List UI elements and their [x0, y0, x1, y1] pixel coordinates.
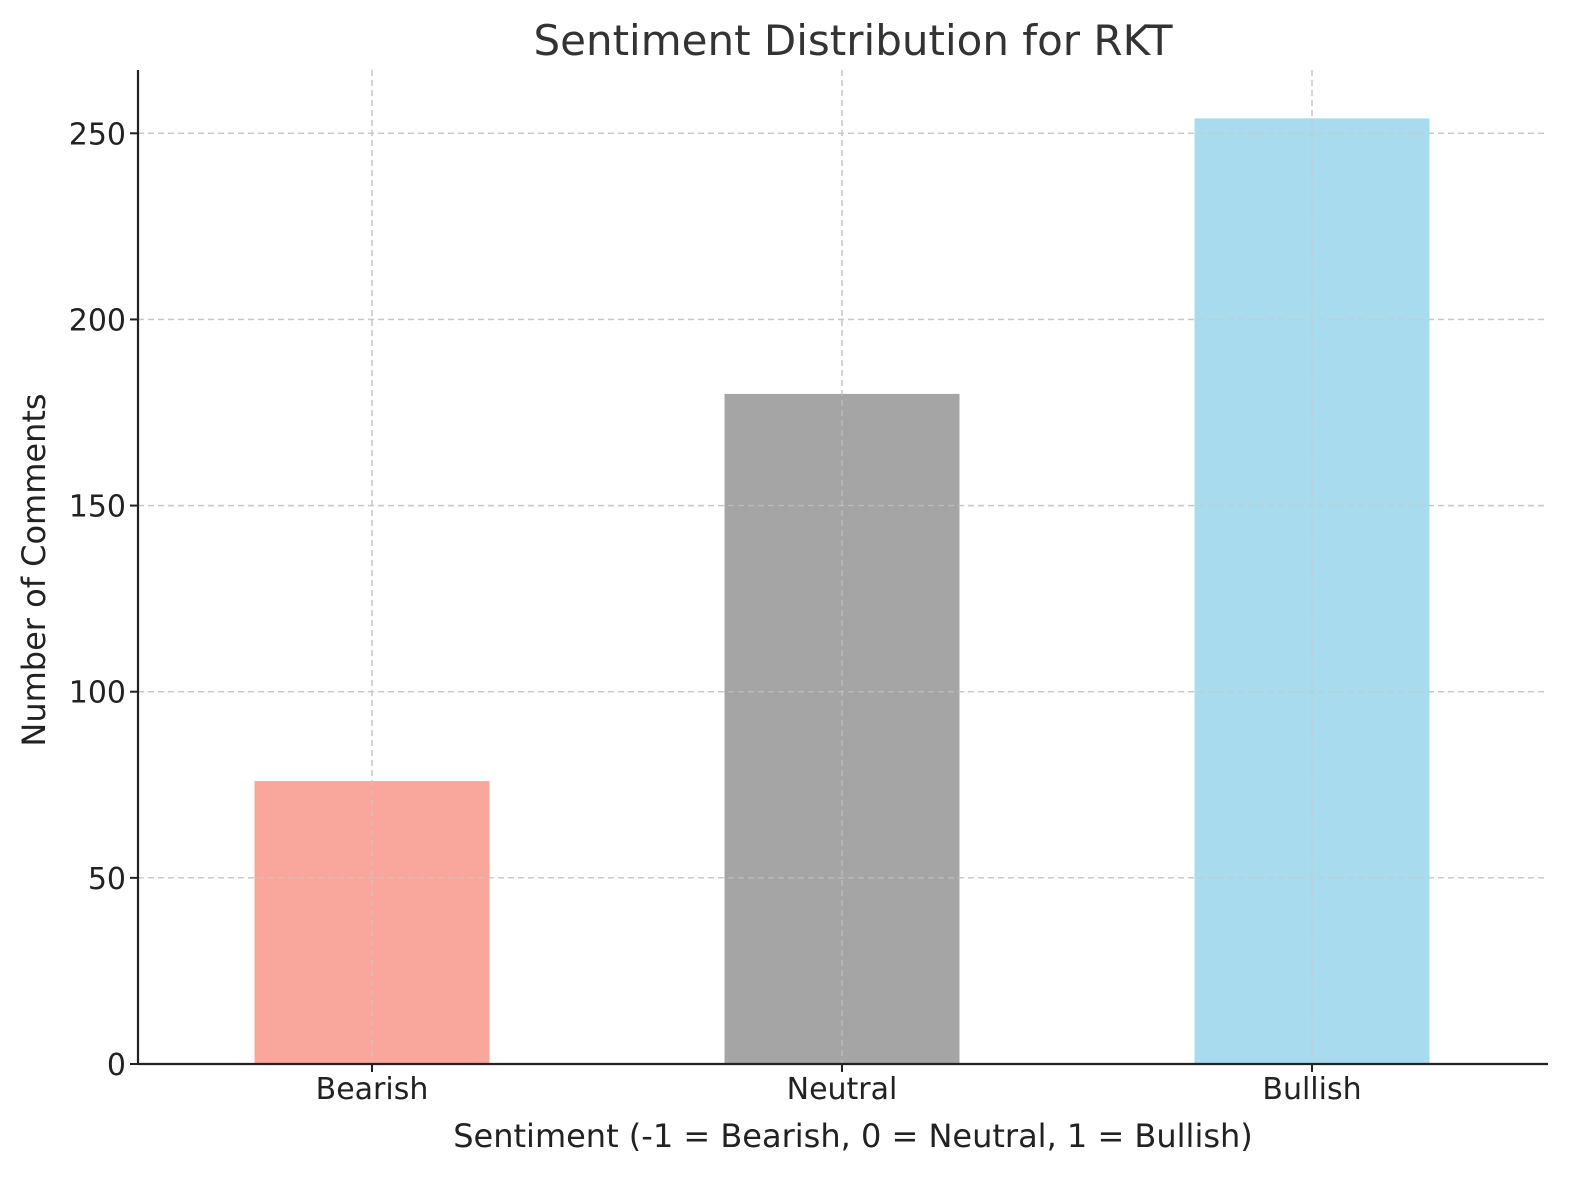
y-tick-label-100: 100 — [69, 676, 126, 711]
y-tick-label-150: 150 — [69, 490, 126, 525]
y-tick-label-0: 0 — [107, 1048, 126, 1083]
y-tick-label-50: 50 — [88, 862, 126, 897]
x-tick-label-neutral: Neutral — [787, 1072, 898, 1107]
bars-layer — [138, 70, 1548, 1065]
y-tick-label-200: 200 — [69, 303, 126, 338]
x-axis-label: Sentiment (-1 = Bearish, 0 = Neutral, 1 … — [453, 1117, 1253, 1155]
y-tick-label-250: 250 — [69, 117, 126, 152]
y-axis-label: Number of Comments — [15, 393, 53, 746]
x-tick-label-bearish: Bearish — [316, 1072, 429, 1107]
x-tick-label-bullish: Bullish — [1262, 1072, 1361, 1107]
ticks-layer: 0 50 100 150 200 250 Bearish Neutral Bullish — [69, 117, 1362, 1107]
chart-title: Sentiment Distribution for RKT — [533, 16, 1172, 65]
